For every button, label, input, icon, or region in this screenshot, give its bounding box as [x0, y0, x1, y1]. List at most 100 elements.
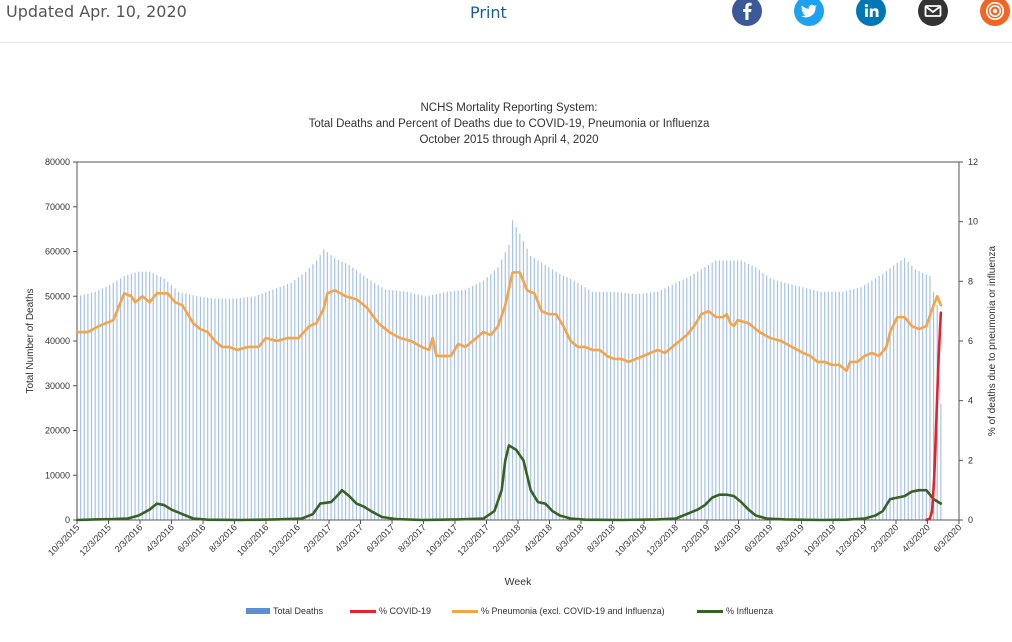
bar-total-deaths: [83, 294, 85, 520]
bar-total-deaths: [381, 287, 383, 520]
y2-tick-label: 6: [968, 336, 973, 346]
bar-total-deaths: [446, 291, 448, 520]
bar-total-deaths: [860, 287, 862, 520]
bar-total-deaths: [239, 298, 241, 520]
bar-total-deaths: [105, 286, 107, 520]
bar-total-deaths: [722, 260, 724, 520]
x-tick-label: 10/3/2019: [802, 522, 837, 557]
facebook-icon[interactable]: [732, 0, 762, 26]
bar-total-deaths: [711, 262, 713, 520]
percent-lines: [75, 271, 943, 522]
bar-total-deaths: [624, 292, 626, 520]
bar-total-deaths: [805, 288, 808, 520]
bar-total-deaths: [472, 285, 474, 520]
x-tick-label: 2/3/2017: [302, 522, 334, 554]
page-header: Updated Apr. 10, 2020 Print: [0, 0, 1012, 43]
legend-covid: % COVID-19: [350, 606, 431, 616]
bar-total-deaths: [922, 272, 924, 520]
x-tick-label: 6/3/2019: [743, 522, 775, 554]
bar-total-deaths: [486, 277, 488, 520]
bar-total-deaths: [384, 289, 387, 520]
bar-total-deaths: [181, 292, 183, 520]
bar-total-deaths: [156, 274, 158, 520]
bar-total-deaths: [246, 297, 249, 520]
bar-total-deaths: [243, 297, 245, 520]
bar-total-deaths: [791, 284, 793, 520]
x-tick-label: 6/3/2017: [365, 522, 397, 554]
bar-total-deaths: [141, 271, 143, 520]
bar-total-deaths: [515, 226, 517, 520]
bar-total-deaths: [838, 291, 840, 520]
twitter-icon[interactable]: [794, 0, 824, 26]
bar-total-deaths: [519, 233, 521, 520]
chart-title: NCHS Mortality Reporting System: Total De…: [309, 102, 710, 146]
x-tick-label: 4/3/2019: [711, 522, 743, 554]
bar-total-deaths: [403, 291, 405, 520]
linkedin-icon[interactable]: [856, 0, 886, 26]
bar-total-deaths: [286, 284, 289, 520]
bar-total-deaths: [878, 276, 880, 520]
email-icon[interactable]: [918, 0, 948, 26]
legend-swatch-covid: [350, 609, 376, 613]
bar-total-deaths: [326, 252, 329, 520]
y2-tick-label: 0: [968, 515, 973, 525]
line-pneumonia-excl-covid-19-and-influenza: [75, 271, 943, 373]
bar-total-deaths: [824, 291, 826, 520]
bar-total-deaths: [424, 296, 427, 520]
bar-total-deaths: [918, 271, 920, 520]
bar-total-deaths: [769, 278, 771, 520]
bar-total-deaths: [856, 288, 858, 520]
bar-total-deaths: [653, 292, 655, 520]
bar-total-deaths: [508, 244, 510, 521]
y2-tick-label: 8: [968, 276, 973, 286]
bar-total-deaths: [392, 290, 394, 520]
bar-total-deaths: [276, 288, 278, 520]
bar-total-deaths: [831, 291, 833, 520]
bar-total-deaths: [842, 291, 844, 520]
bar-total-deaths: [413, 293, 416, 520]
bar-total-deaths: [798, 286, 800, 520]
bar-total-deaths: [540, 262, 543, 520]
x-tick-label: 8/3/2016: [207, 522, 239, 554]
bar-total-deaths: [530, 255, 532, 520]
bar-total-deaths: [305, 271, 307, 520]
bar-total-deaths: [700, 269, 702, 520]
total-deaths-bars: [76, 220, 942, 521]
bar-total-deaths: [929, 276, 931, 520]
bar-total-deaths: [940, 403, 942, 520]
legend-swatch-influenza: [697, 609, 723, 613]
bar-total-deaths: [428, 295, 430, 520]
bar-total-deaths: [374, 282, 376, 520]
y-tick-label: 0: [65, 515, 70, 525]
bar-total-deaths: [628, 293, 630, 520]
x-axis-title: Week: [505, 576, 532, 588]
print-link[interactable]: Print: [470, 3, 507, 22]
bar-total-deaths: [98, 290, 100, 520]
bar-total-deaths: [780, 281, 782, 520]
bar-total-deaths: [265, 292, 267, 520]
x-tick-label: 12/3/2019: [834, 522, 869, 557]
bar-total-deaths: [740, 260, 742, 520]
bar-total-deaths: [736, 260, 739, 520]
bar-total-deaths: [907, 261, 909, 520]
bar-total-deaths: [766, 275, 768, 520]
bar-total-deaths: [900, 260, 902, 520]
bar-total-deaths: [584, 287, 586, 520]
bar-total-deaths: [101, 288, 104, 520]
bar-total-deaths: [501, 259, 503, 520]
x-tick-label: 12/3/2016: [267, 522, 302, 557]
bar-total-deaths: [664, 288, 666, 520]
bar-total-deaths: [609, 291, 612, 520]
bar-total-deaths: [522, 241, 525, 520]
bar-total-deaths: [762, 272, 764, 520]
bar-total-deaths: [475, 284, 477, 520]
bar-total-deaths: [461, 289, 463, 520]
x-tick-label: 6/3/2016: [176, 522, 208, 554]
y-tick-label: 70000: [45, 202, 70, 212]
y-tick-label: 30000: [45, 381, 70, 391]
y2-tick-label: 12: [968, 157, 978, 167]
bar-total-deaths: [715, 260, 717, 520]
syndicate-icon[interactable]: [980, 0, 1010, 26]
legend-swatch-total-deaths: [246, 608, 270, 614]
bar-total-deaths: [903, 258, 906, 520]
